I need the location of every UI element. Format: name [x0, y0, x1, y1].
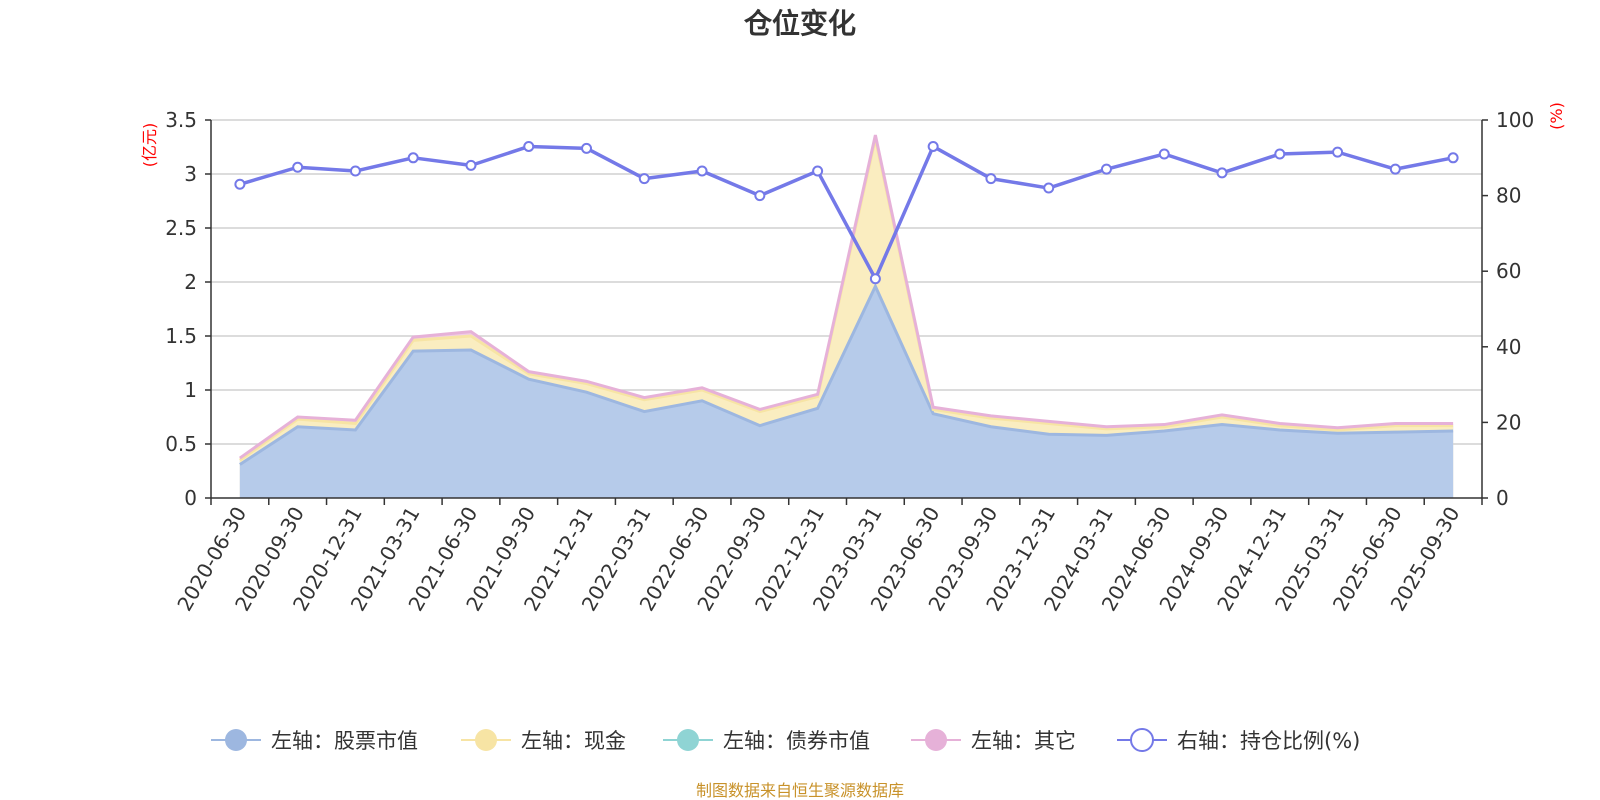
ratio-point — [1043, 182, 1055, 194]
ratio-point — [234, 178, 246, 190]
ratio-point — [1100, 163, 1112, 175]
area-edge-4 — [239, 134, 1454, 460]
left-tick-label: 3 — [184, 162, 197, 186]
ratio-point — [869, 273, 881, 285]
data-source-note: 制图数据来自恒生聚源数据库 — [696, 781, 904, 800]
left-axis-unit: (亿元) — [140, 123, 159, 168]
legend: 左轴：股票市值 左轴：现金 左轴：债券市值 左轴：其它 右轴：持仓比例(%) — [211, 728, 1360, 753]
legend-item: 右轴：持仓比例(%) — [1117, 728, 1360, 753]
ratio-point — [1389, 163, 1401, 175]
right-tick-label: 20 — [1496, 410, 1521, 434]
left-tick-label: 1.5 — [165, 324, 197, 348]
left-tick-label: 3.5 — [165, 108, 197, 132]
legend-marker-icon — [677, 729, 699, 751]
left-tick-label: 0 — [184, 486, 197, 510]
ratio-point — [407, 152, 419, 164]
ratio-point — [1158, 148, 1170, 160]
ratio-point — [349, 165, 361, 177]
legend-label: 左轴：其它 — [971, 729, 1076, 753]
ratio-point — [1274, 148, 1286, 160]
ratio-line-series — [234, 140, 1459, 285]
legend-label: 右轴：持仓比例(%) — [1177, 729, 1360, 753]
legend-label: 左轴：现金 — [521, 729, 626, 753]
ratio-point — [927, 140, 939, 152]
legend-marker-icon — [925, 729, 947, 751]
ratio-point — [1447, 152, 1459, 164]
chart-title: 仓位变化 — [744, 7, 856, 40]
ratio-line — [239, 144, 1454, 281]
right-tick-label: 100 — [1496, 108, 1534, 132]
ratio-point — [696, 165, 708, 177]
ratio-point — [812, 165, 824, 177]
left-tick-label: 2 — [184, 270, 197, 294]
area-1 — [239, 286, 1454, 498]
left-tick-label: 2.5 — [165, 216, 197, 240]
legend-item: 左轴：现金 — [461, 729, 626, 753]
legend-item: 左轴：债券市值 — [663, 729, 870, 753]
legend-marker-icon — [1130, 728, 1154, 752]
ratio-point — [581, 142, 593, 154]
area-edge-1 — [239, 282, 1454, 466]
legend-marker-icon — [475, 729, 497, 751]
ratio-point — [465, 159, 477, 171]
ratio-point — [985, 173, 997, 185]
legend-label: 左轴：股票市值 — [271, 729, 418, 753]
ratio-point — [1332, 146, 1344, 158]
ratio-point — [754, 190, 766, 202]
right-tick-label: 80 — [1496, 184, 1521, 208]
legend-label: 左轴：债券市值 — [723, 729, 870, 753]
area-series — [239, 134, 1454, 499]
ratio-point — [638, 173, 650, 185]
legend-marker-icon — [225, 729, 247, 751]
right-tick-label: 40 — [1496, 335, 1521, 359]
left-tick-label: 0.5 — [165, 432, 197, 456]
ratio-point — [523, 140, 535, 152]
ratio-point — [292, 161, 304, 173]
ratio-point — [1216, 167, 1228, 179]
legend-item: 左轴：股票市值 — [211, 729, 418, 753]
legend-item: 左轴：其它 — [911, 729, 1076, 753]
left-tick-label: 1 — [184, 378, 197, 402]
right-tick-label: 0 — [1496, 486, 1509, 510]
right-tick-label: 60 — [1496, 259, 1521, 283]
right-axis-unit: (%) — [1547, 102, 1566, 130]
